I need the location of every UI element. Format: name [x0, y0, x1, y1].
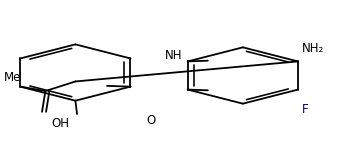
Text: NH₂: NH₂ — [301, 42, 324, 55]
Text: NH: NH — [165, 49, 182, 62]
Text: OH: OH — [51, 117, 69, 130]
Text: Me: Me — [4, 71, 21, 84]
Text: F: F — [301, 103, 308, 116]
Text: O: O — [146, 114, 155, 127]
